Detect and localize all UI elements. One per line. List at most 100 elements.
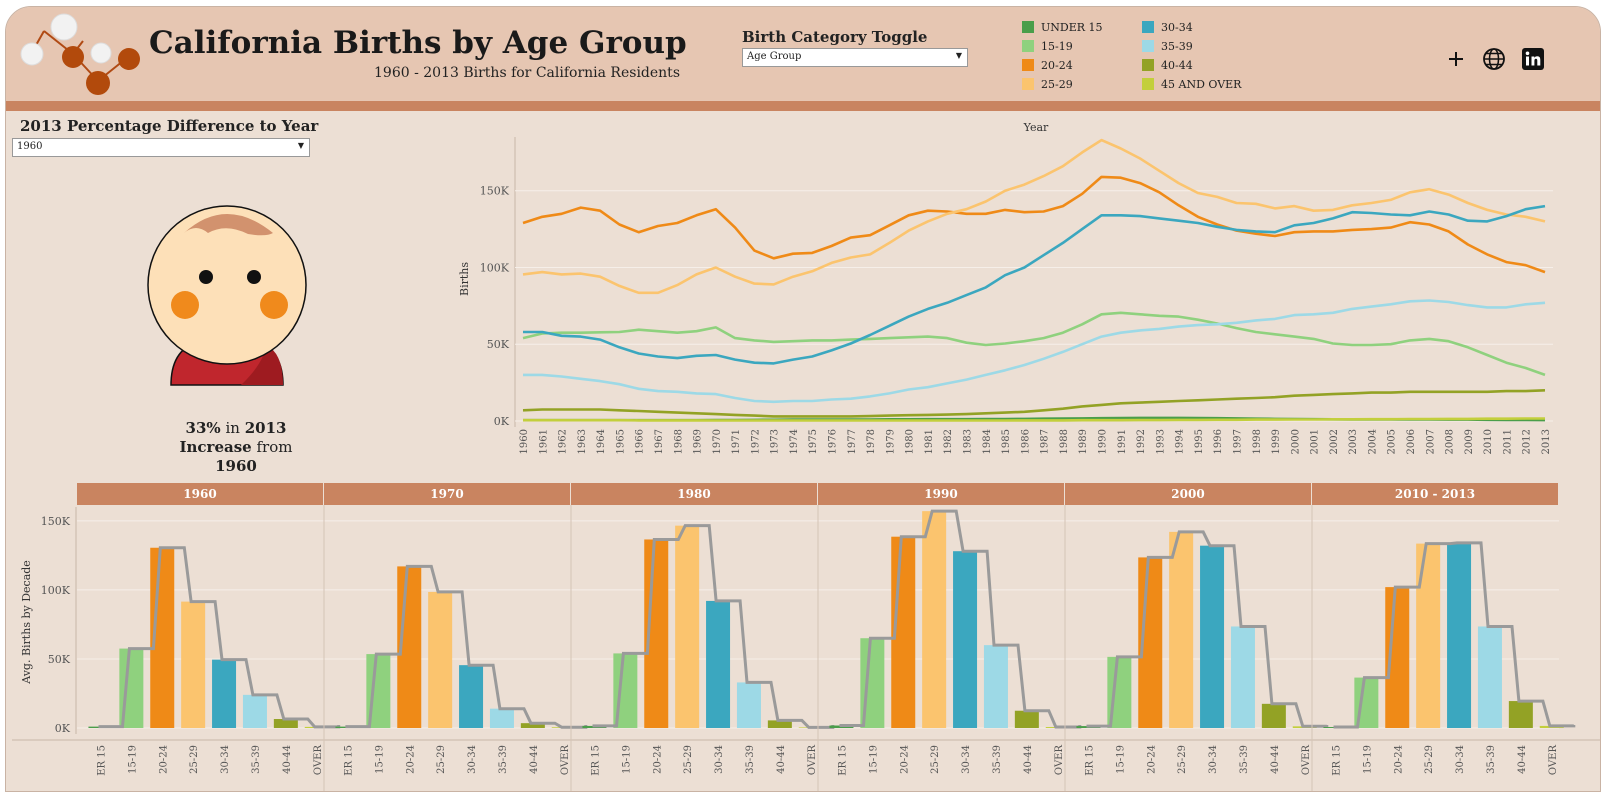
bar-x-tick-label: 25-29 (930, 745, 941, 774)
series-line-15-19 (522, 311, 1546, 377)
bar-x-tick-label: 25-29 (1424, 745, 1435, 774)
bar-45-and-over (1292, 726, 1317, 728)
x-tick-label: 2007 (1425, 429, 1436, 454)
left-panel-title: 2013 Percentage Difference to Year (20, 117, 319, 135)
bar-y-tick-label: 150K (41, 515, 71, 528)
legend-item[interactable]: 45 AND OVER (1142, 78, 1241, 91)
bar-25-29 (922, 511, 947, 728)
bar-20-24 (891, 536, 916, 728)
bar-x-tick-label: 40-44 (282, 745, 293, 774)
x-tick-label: 1969 (693, 429, 704, 454)
bar-x-tick-label: 30-34 (1208, 745, 1219, 774)
legend-label: UNDER 15 (1041, 21, 1103, 34)
x-tick-label: 1963 (577, 429, 588, 454)
x-tick-label: 2011 (1502, 429, 1513, 454)
bar-under-15 (88, 726, 113, 728)
x-tick-label: 2005 (1387, 429, 1398, 454)
y-axis-title: Births (458, 262, 471, 296)
bar-45-and-over (304, 726, 329, 728)
bar-x-tick-label: 40-44 (529, 745, 540, 774)
bar-40-44 (520, 723, 545, 728)
bar-y-tick-label: 50K (48, 653, 71, 666)
bar-x-tick-label: 35-39 (251, 745, 262, 774)
bar-under-15 (335, 726, 360, 728)
bar-20-24 (397, 566, 422, 728)
bar-30-34 (706, 600, 731, 728)
x-tick-label: 1974 (789, 429, 800, 454)
x-axis-title: Year (1023, 121, 1049, 134)
bar-x-tick-label: 30-34 (714, 745, 725, 774)
bar-15-19 (1107, 656, 1132, 728)
bar-35-39 (983, 645, 1008, 728)
bar-y-axis-title: Avg. Births by Decade (20, 560, 33, 685)
x-tick-label: 1970 (712, 429, 723, 454)
bar-25-29 (1416, 543, 1441, 728)
bar-20-24 (1385, 587, 1410, 728)
series-line-25-29 (522, 138, 1546, 295)
bar-x-tick-label: 15-19 (127, 745, 138, 774)
bar-x-tick-label: 35-39 (1486, 745, 1497, 774)
bar-y-tick-label: 100K (41, 584, 71, 597)
bar-under-15 (582, 725, 607, 728)
y-tick-label: 0K (494, 415, 510, 428)
bar-45-and-over (1539, 725, 1564, 728)
legend-item[interactable]: 35-39 (1142, 40, 1193, 53)
y-tick-label: 150K (480, 185, 510, 198)
birth-category-select[interactable]: Age Group ▼ (742, 48, 968, 67)
x-tick-label: 1965 (615, 429, 626, 454)
legend-label: 45 AND OVER (1161, 78, 1242, 91)
bar-x-tick-label: 15-19 (374, 745, 385, 774)
bar-x-tick-label: ER 15 (837, 745, 848, 776)
bar-x-tick-label: 20-24 (158, 745, 169, 774)
bar-x-tick-label: 25-29 (1177, 745, 1188, 774)
x-tick-label: 2013 (1541, 429, 1552, 454)
legend-item[interactable]: 15-19 (1022, 40, 1073, 53)
year-select-value: 1960 (17, 141, 43, 152)
legend-item[interactable]: 20-24 (1022, 59, 1073, 72)
x-tick-label: 1962 (558, 429, 569, 454)
bar-x-tick-label: 35-39 (498, 745, 509, 774)
legend-item[interactable]: 40-44 (1142, 59, 1193, 72)
bar-30-34 (459, 665, 484, 728)
legend-label: 15-19 (1041, 40, 1073, 53)
x-tick-label: 1996 (1213, 429, 1224, 454)
legend-item[interactable]: 30-34 (1142, 21, 1193, 34)
bar-x-tick-label: ER 15 (1331, 745, 1342, 776)
bar-20-24 (1138, 557, 1163, 728)
series-line-20-24 (522, 175, 1546, 274)
toggle-label: Birth Category Toggle (742, 28, 928, 46)
pct-from-year: 1960 (215, 457, 257, 475)
birth-category-value: Age Group (747, 51, 802, 62)
bar-35-39 (489, 708, 514, 728)
globe-icon[interactable] (1482, 47, 1506, 71)
bar-35-39 (1230, 626, 1255, 728)
pct-value: 33% (185, 419, 221, 437)
x-tick-label: 1976 (828, 429, 839, 454)
plus-icon[interactable] (1444, 47, 1468, 71)
x-tick-label: 1964 (596, 429, 607, 454)
legend-swatch (1142, 59, 1154, 71)
bar-40-44 (767, 720, 792, 728)
legend-item[interactable]: 25-29 (1022, 78, 1073, 91)
bar-x-tick-label: 30-34 (1455, 745, 1466, 774)
pct-direction: Increase (179, 438, 252, 456)
year-select[interactable]: 1960 ▼ (12, 138, 310, 157)
step-line (839, 509, 1082, 729)
legend-item[interactable]: UNDER 15 (1022, 21, 1103, 34)
pct-from: from (256, 438, 293, 456)
bar-x-tick-label: 15-19 (1115, 745, 1126, 774)
page-title: California Births by Age Group (149, 25, 687, 61)
bar-x-tick-label: 30-34 (220, 745, 231, 774)
bar-40-44 (1261, 703, 1286, 728)
bar-30-34 (953, 551, 978, 728)
bar-x-tick-label: 20-24 (899, 745, 910, 774)
series-line-30-34 (523, 204, 1546, 365)
x-tick-label: 2009 (1464, 429, 1475, 454)
linkedin-icon[interactable] (1521, 47, 1545, 71)
bar-x-tick-label: OVER (1054, 745, 1065, 776)
bar-x-tick-label: 40-44 (1517, 745, 1528, 774)
x-tick-label: 1967 (654, 429, 665, 454)
bar-x-tick-label: 35-39 (992, 745, 1003, 774)
step-line (98, 546, 341, 729)
bar-x-tick-label: 30-34 (961, 745, 972, 774)
